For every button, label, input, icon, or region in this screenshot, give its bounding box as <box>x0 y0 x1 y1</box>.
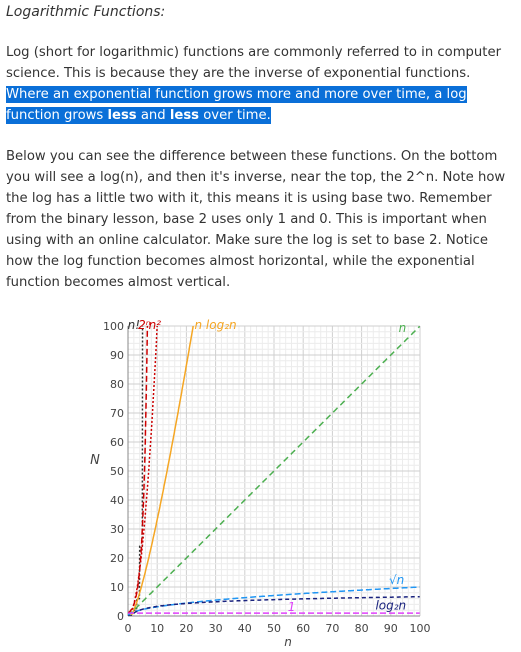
x-tick-label: 70 <box>325 622 339 635</box>
selected-text-and: and <box>136 108 170 123</box>
y-tick-label: 20 <box>110 552 124 565</box>
x-tick-label: 60 <box>296 622 310 635</box>
selected-text-part: Where an exponential function grows more… <box>6 87 467 123</box>
chart-series <box>128 326 420 616</box>
intro-paragraph: Log (short for logarithmic) functions ar… <box>6 42 514 126</box>
series-label-log2: log₂n <box>375 598 406 612</box>
x-tick-label: 80 <box>355 622 369 635</box>
series-label-square: n² <box>149 318 162 332</box>
series-label-sqrt: √n <box>389 573 404 587</box>
series-line-nlogn <box>128 326 194 616</box>
page-heading: Logarithmic Functions: <box>6 4 166 20</box>
bold-less-1: less <box>107 108 137 123</box>
complexity-chart-svg: 0 10 20 30 40 50 60 70 80 90 100 0 10 20 30 40 50 60 70 80 9… <box>90 318 431 649</box>
bold-less-2: less <box>169 108 200 123</box>
series-line-factorial <box>128 326 144 614</box>
y-tick-label: 10 <box>110 581 124 594</box>
intro-text: Log (short for logarithmic) functions ar… <box>6 45 501 81</box>
series-line-log2 <box>128 595 420 616</box>
x-tick-label: 0 <box>125 622 132 635</box>
y-tick-label: 60 <box>110 436 124 449</box>
x-tick-label: 90 <box>384 622 398 635</box>
y-tick-label: 80 <box>110 378 124 391</box>
y-tick-label: 40 <box>110 494 124 507</box>
y-tick-label: 70 <box>110 407 124 420</box>
chart-grid <box>127 325 421 617</box>
series-label-factorial: n! <box>128 318 140 332</box>
explanation-paragraph: Below you can see the difference between… <box>6 149 506 290</box>
x-tick-label: 20 <box>179 622 193 635</box>
series-line-square <box>128 326 158 616</box>
x-tick-label: 100 <box>410 622 431 635</box>
series-line-sqrt <box>128 586 420 616</box>
complexity-chart: 0 10 20 30 40 50 60 70 80 90 100 0 10 20 30 40 50 60 70 80 9… <box>0 300 521 649</box>
x-tick-label: 50 <box>267 622 281 635</box>
selected-text-end: over time. <box>199 108 271 123</box>
x-tick-label: 30 <box>209 622 223 635</box>
y-tick-label: 90 <box>110 349 124 362</box>
x-tick-label: 40 <box>238 622 252 635</box>
chart-ticks: 0 10 20 30 40 50 60 70 80 90 100 0 10 20 30 40 50 60 70 80 9… <box>103 320 431 635</box>
series-line-pow2 <box>128 326 149 614</box>
y-tick-label: 30 <box>110 523 124 536</box>
x-tick-label: 10 <box>150 622 164 635</box>
chart-axes <box>127 326 420 617</box>
series-line-linear <box>128 326 420 616</box>
y-tick-label: 0 <box>117 610 124 623</box>
series-label-linear: n <box>399 321 407 335</box>
series-label-const: 1 <box>288 600 296 614</box>
y-axis-label: N <box>90 453 100 468</box>
selected-text[interactable]: Where an exponential function grows more… <box>6 86 467 124</box>
y-tick-label: 50 <box>110 465 124 478</box>
x-axis-label: n <box>284 635 292 648</box>
series-label-nlogn: n log₂n <box>195 318 237 332</box>
series-label-pow2: 2ⁿ <box>138 318 151 332</box>
y-tick-label: 100 <box>103 320 124 333</box>
